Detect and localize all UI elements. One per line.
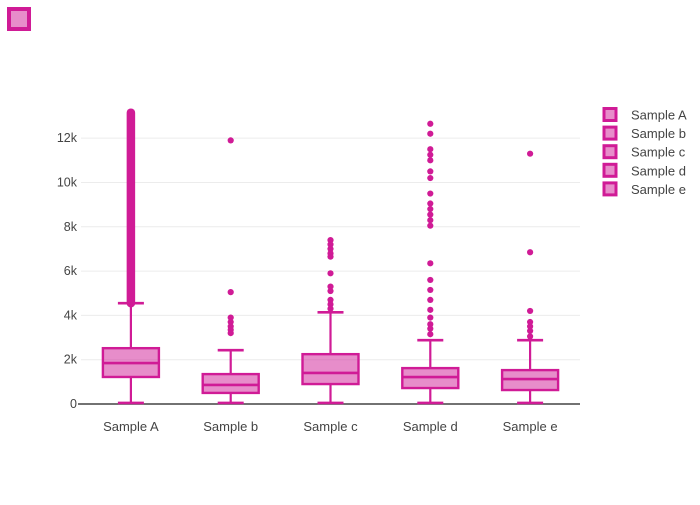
outlier-point <box>427 331 434 338</box>
outlier-point <box>427 146 434 153</box>
outlier-point <box>327 241 334 248</box>
outlier-point <box>427 222 434 229</box>
x-tick-label: Sample c <box>303 419 358 434</box>
outlier-point <box>327 296 334 303</box>
y-tick-label: 8k <box>64 220 78 234</box>
x-tick-label: Sample b <box>203 419 258 434</box>
legend-label[interactable]: Sample c <box>631 145 686 160</box>
legend-item-sample-b[interactable]: Sample b <box>602 125 686 141</box>
legend-label[interactable]: Sample e <box>631 182 686 197</box>
legend-label[interactable]: Sample b <box>631 126 686 141</box>
outlier-point <box>227 289 234 296</box>
outlier-point <box>327 253 334 260</box>
y-tick-label: 0 <box>70 397 77 411</box>
x-tick-label: Sample e <box>503 419 558 434</box>
box-Sample c <box>301 352 360 386</box>
outlier-point <box>527 249 534 256</box>
y-tick-label: 12k <box>57 131 78 145</box>
legend-item-sample-e[interactable]: Sample e <box>602 181 686 197</box>
outlier-point <box>227 330 234 337</box>
outlier-point <box>527 333 534 340</box>
outlier-point <box>427 130 434 137</box>
outlier-point <box>427 174 434 182</box>
legend-label[interactable]: Sample A <box>631 108 687 123</box>
outlier-point <box>427 296 434 303</box>
outlier-point <box>327 283 334 290</box>
y-tick-label: 10k <box>57 175 78 189</box>
y-tick-label: 2k <box>64 353 78 367</box>
outlier-point <box>427 314 434 321</box>
outlier-point <box>227 137 234 144</box>
outlier-point <box>427 321 434 328</box>
outlier-point <box>427 190 434 197</box>
legend-label[interactable]: Sample d <box>631 163 686 178</box>
x-tick-label: Sample A <box>103 419 159 434</box>
outlier-point <box>527 323 534 330</box>
outlier-point <box>227 318 234 326</box>
outlier-point <box>427 325 434 332</box>
outlier-point <box>427 168 434 175</box>
legend-item-sample-c[interactable]: Sample c <box>602 144 686 160</box>
outlier-point <box>427 260 434 267</box>
outlier-point <box>327 305 334 312</box>
outlier-point <box>527 150 534 157</box>
outlier-point <box>427 286 434 294</box>
legend-swatch[interactable] <box>602 181 618 197</box>
outlier-point <box>427 200 434 207</box>
outlier-point <box>427 211 434 218</box>
outlier-point <box>527 318 534 326</box>
outlier-point <box>327 270 334 277</box>
outlier-point <box>327 301 334 308</box>
outlier-point <box>227 314 234 321</box>
legend-swatch[interactable] <box>602 162 618 178</box>
legend-item-sample-d[interactable]: Sample d <box>602 162 686 178</box>
outlier-point <box>327 245 334 253</box>
outlier-point <box>427 157 434 164</box>
outlier-point <box>327 236 334 244</box>
stray-legend-swatch-marker <box>7 7 31 31</box>
y-tick-label: 4k <box>64 308 78 322</box>
outlier-point <box>327 287 334 295</box>
outlier-point <box>527 327 534 334</box>
outlier-point <box>427 205 434 213</box>
outlier-point <box>427 217 434 224</box>
y-tick-label: 6k <box>64 264 78 278</box>
outlier-point <box>427 276 434 284</box>
outlier-point <box>527 307 534 315</box>
legend-swatch[interactable] <box>602 125 618 141</box>
outlier-point <box>427 306 434 313</box>
legend-swatch[interactable] <box>602 144 618 160</box>
legend-item-sample-a[interactable]: Sample A <box>602 107 687 123</box>
legend-swatch[interactable] <box>602 107 618 122</box>
x-tick-label: Sample d <box>403 419 458 434</box>
outlier-point <box>427 120 434 127</box>
box-Sample b <box>201 372 260 395</box>
outlier-point <box>427 151 434 158</box>
